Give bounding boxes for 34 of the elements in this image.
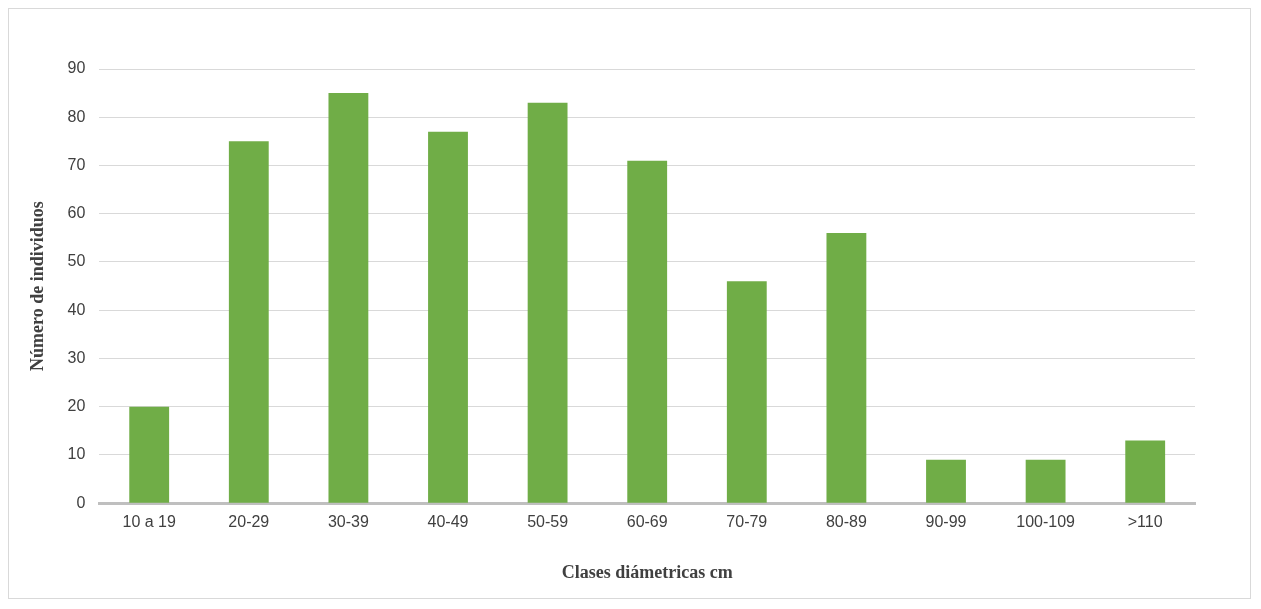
x-tick-label: 70-79 bbox=[726, 513, 768, 531]
bar bbox=[228, 141, 269, 503]
y-axis-title: Número de individuos bbox=[27, 201, 48, 371]
y-tick-label: 10 bbox=[67, 445, 86, 463]
bar bbox=[1125, 440, 1166, 503]
bar bbox=[826, 233, 867, 503]
bar bbox=[926, 459, 966, 503]
bar bbox=[328, 93, 369, 503]
bar bbox=[627, 160, 668, 503]
bar bbox=[726, 281, 767, 503]
x-tick-label: 90-99 bbox=[925, 513, 967, 531]
y-tick-label: 20 bbox=[67, 397, 86, 415]
x-tick-label: 30-39 bbox=[327, 513, 369, 531]
y-tick-label: 30 bbox=[67, 348, 86, 366]
x-tick-label: 60-69 bbox=[626, 513, 668, 531]
x-axis-title: Clases diámetricas cm bbox=[561, 561, 733, 582]
y-tick-label: 40 bbox=[67, 300, 86, 318]
y-tick-label: 0 bbox=[76, 493, 86, 511]
y-tick-label: 50 bbox=[67, 252, 86, 270]
x-tick-label: 100-109 bbox=[1016, 513, 1076, 531]
bar bbox=[527, 102, 568, 503]
x-tick-label: 20-29 bbox=[228, 513, 270, 531]
x-tick-label: 50-59 bbox=[527, 513, 569, 531]
x-tick-label: 10 a 19 bbox=[122, 513, 176, 531]
bar bbox=[129, 406, 170, 503]
y-tick-label: 60 bbox=[67, 204, 86, 222]
y-tick-label: 70 bbox=[67, 155, 86, 173]
x-tick-label: 40-49 bbox=[427, 513, 469, 531]
x-tick-label: >110 bbox=[1127, 513, 1163, 531]
bar bbox=[1025, 459, 1066, 503]
bar bbox=[428, 131, 468, 503]
y-tick-label: 80 bbox=[67, 107, 86, 125]
x-tick-label: 80-89 bbox=[825, 513, 867, 531]
y-tick-label: 90 bbox=[67, 59, 86, 77]
